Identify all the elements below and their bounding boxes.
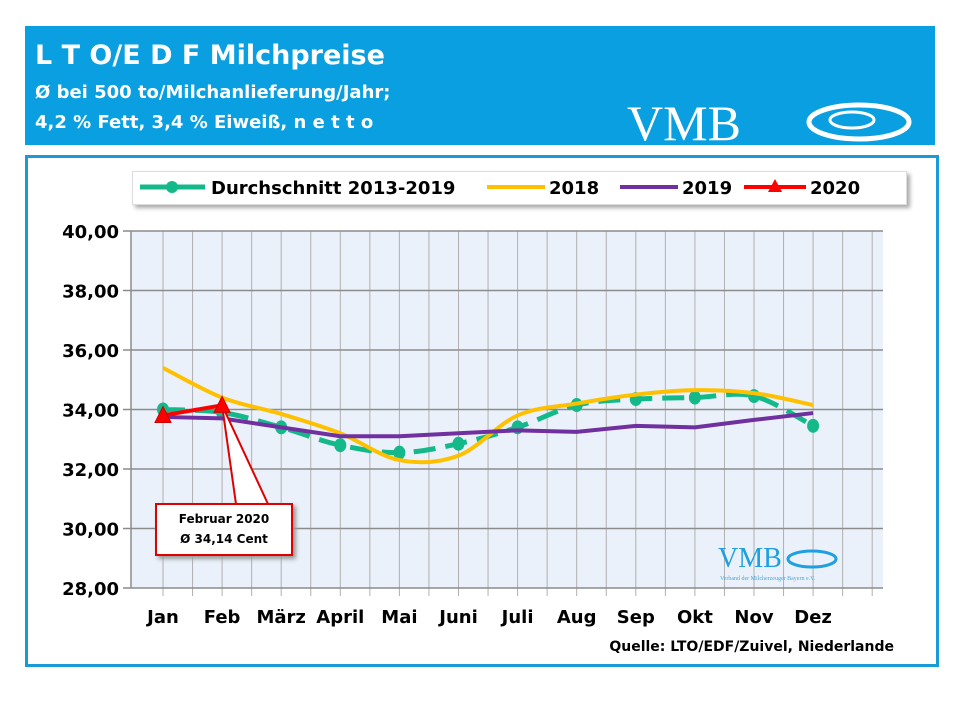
legend-marker-2020 xyxy=(768,179,782,192)
source-note: Quelle: LTO/EDF/Zuivel, Niederlande xyxy=(609,639,894,655)
x-tick-label: Juni xyxy=(437,607,478,628)
y-tick-label: 40,00 xyxy=(62,222,119,243)
x-tick-label: Dez xyxy=(794,607,832,628)
header-banner: L T O/E D F Milchpreise Ø bei 500 to/Mil… xyxy=(25,26,935,145)
series-line-2019 xyxy=(162,411,814,439)
y-tick-label: 34,00 xyxy=(62,401,119,422)
subtitle-line-2: 4,2 % Fett, 3,4 % Eiweiß, n e t t o xyxy=(35,112,374,133)
legend-label: 2018 xyxy=(549,178,599,199)
x-tick-label: März xyxy=(256,607,305,628)
x-tick-label: Juli xyxy=(500,607,534,628)
callout-line-1: Februar 2020 xyxy=(178,512,270,526)
legend-label: 2019 xyxy=(682,178,732,199)
x-tick-label: Okt xyxy=(677,607,713,628)
y-tick-label: 36,00 xyxy=(62,341,119,362)
series-line-2020 xyxy=(162,403,223,418)
callout-line-2: Ø 34,14 Cent xyxy=(180,532,268,546)
subtitle-line-1: Ø bei 500 to/Milchanlieferung/Jahr; xyxy=(35,82,391,103)
callout-feb-2020: Februar 2020 Ø 34,14 Cent xyxy=(155,503,293,556)
y-tick-label: 38,00 xyxy=(62,282,119,303)
page-title: L T O/E D F Milchpreise xyxy=(35,40,385,71)
average-point xyxy=(807,418,820,433)
y-tick-label: 28,00 xyxy=(62,579,119,600)
x-tick-label: Mai xyxy=(381,607,417,628)
point-2020 xyxy=(213,395,231,413)
watermark-logo-swirl xyxy=(786,549,838,569)
average-point xyxy=(452,436,465,451)
x-tick-label: Jan xyxy=(145,607,179,628)
average-point xyxy=(688,390,701,405)
watermark-logo: VMB xyxy=(718,543,782,574)
legend-marker-average xyxy=(166,181,178,193)
y-tick-label: 30,00 xyxy=(62,520,119,541)
point-2020 xyxy=(154,405,172,423)
average-point xyxy=(334,438,347,453)
legend-label: Durchschnitt 2013-2019 xyxy=(211,178,455,199)
vmb-logo: VMB xyxy=(627,95,912,144)
y-tick-label: 32,00 xyxy=(62,460,119,481)
x-tick-label: Sep xyxy=(617,607,655,628)
x-tick-label: Feb xyxy=(204,607,241,628)
vmb-logo-text: VMB xyxy=(627,95,741,144)
x-tick-label: April xyxy=(316,607,364,628)
average-point xyxy=(393,445,406,460)
series-line-2018 xyxy=(162,366,814,465)
legend-label: 2020 xyxy=(810,178,860,199)
x-tick-label: Nov xyxy=(734,607,773,628)
watermark-subtext: Verband der Milcherzeuger Bayern e.V. xyxy=(720,576,816,582)
x-tick-label: Aug xyxy=(557,607,597,628)
